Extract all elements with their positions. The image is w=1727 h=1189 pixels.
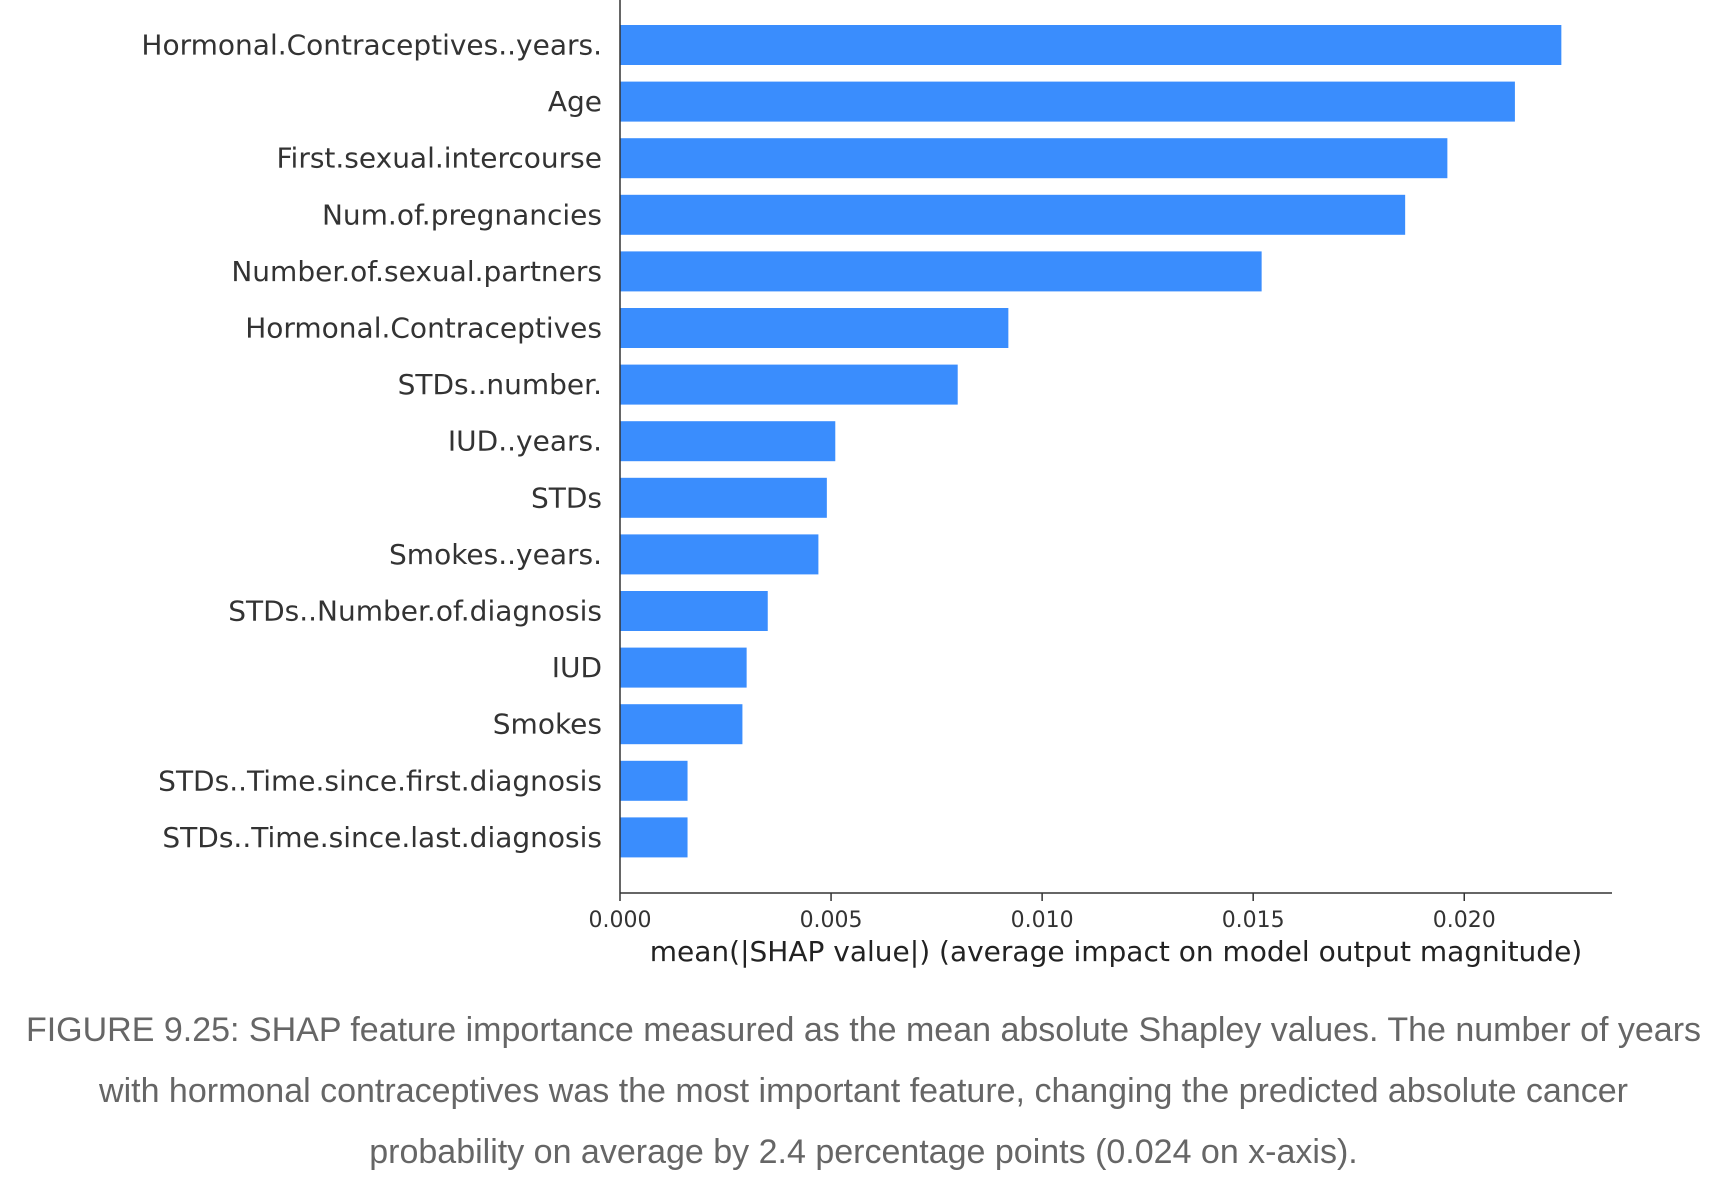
feature-label: STDs..Time.since.first.diagnosis <box>158 764 602 797</box>
feature-label: Num.of.pregnancies <box>322 198 602 231</box>
feature-label: STDs <box>531 481 602 514</box>
feature-label: Age <box>548 85 602 118</box>
x-tick-label: 0.020 <box>1433 908 1496 933</box>
feature-label: Number.of.sexual.partners <box>231 255 602 288</box>
x-tick-label: 0.010 <box>1011 908 1074 933</box>
bar <box>620 81 1515 122</box>
feature-label: Smokes..years. <box>389 538 602 571</box>
x-tick-label: 0.000 <box>589 908 652 933</box>
shap-bar-chart: Hormonal.Contraceptives..years. Age First.… <box>141 0 1612 968</box>
bar <box>620 138 1448 179</box>
bar <box>620 25 1562 65</box>
bar <box>620 647 747 688</box>
feature-label: IUD <box>552 651 602 684</box>
bar <box>620 251 1262 292</box>
bar <box>620 760 688 801</box>
bar <box>620 477 827 518</box>
x-tick-label: 0.005 <box>800 908 863 933</box>
bar <box>620 364 958 405</box>
feature-labels: Hormonal.Contraceptives..years. Age First.… <box>141 29 602 854</box>
feature-label: Hormonal.Contraceptives <box>245 312 602 345</box>
feature-label: IUD..years. <box>448 425 602 458</box>
bar <box>620 194 1406 235</box>
feature-label: STDs..number. <box>398 368 602 401</box>
bar <box>620 817 688 858</box>
x-axis-title: mean(|SHAP value|) (average impact on mo… <box>650 935 1582 968</box>
bars <box>620 25 1562 858</box>
figure-caption: FIGURE 9.25: SHAP feature importance mea… <box>25 1011 1702 1171</box>
x-axis-ticks: 0.000 0.005 0.010 0.015 0.020 <box>589 893 1496 933</box>
bar <box>620 421 836 462</box>
bar <box>620 591 768 631</box>
feature-label: Smokes <box>493 708 602 741</box>
feature-label: First.sexual.intercourse <box>276 142 602 175</box>
bar <box>620 704 743 745</box>
bar <box>620 308 1009 348</box>
feature-label: Hormonal.Contraceptives..years. <box>141 29 602 62</box>
feature-label: STDs..Time.since.last.diagnosis <box>162 821 602 854</box>
bar <box>620 534 819 575</box>
x-tick-label: 0.015 <box>1222 908 1285 933</box>
feature-label: STDs..Number.of.diagnosis <box>228 595 602 628</box>
